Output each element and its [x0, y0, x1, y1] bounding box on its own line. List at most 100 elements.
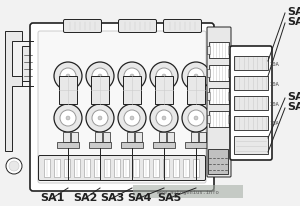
- Bar: [91, 77, 109, 104]
- Bar: [103, 159, 109, 177]
- Circle shape: [92, 110, 108, 126]
- FancyBboxPatch shape: [64, 20, 101, 33]
- Text: www.autogenius.info: www.autogenius.info: [157, 190, 219, 194]
- Text: SA5: SA5: [158, 192, 182, 202]
- Circle shape: [156, 110, 172, 126]
- FancyBboxPatch shape: [230, 47, 272, 160]
- Bar: [123, 77, 141, 104]
- Bar: [71, 132, 78, 142]
- Bar: [234, 57, 268, 71]
- Circle shape: [194, 75, 198, 79]
- Bar: [183, 159, 189, 177]
- Bar: [113, 159, 119, 177]
- Bar: [207, 47, 210, 55]
- Bar: [209, 111, 229, 127]
- Bar: [155, 77, 173, 104]
- Bar: [228, 92, 231, 101]
- Text: SA9: SA9: [287, 102, 300, 111]
- Text: SA7: SA7: [287, 17, 300, 27]
- Bar: [134, 159, 140, 177]
- Bar: [191, 132, 198, 142]
- Circle shape: [124, 69, 140, 85]
- Bar: [234, 97, 268, 110]
- Circle shape: [130, 75, 134, 79]
- Bar: [209, 66, 229, 82]
- Text: SA3: SA3: [100, 192, 124, 202]
- Text: 30A: 30A: [269, 61, 279, 66]
- Text: 20A: 20A: [269, 101, 279, 106]
- Circle shape: [162, 116, 166, 121]
- Bar: [207, 115, 210, 123]
- Text: SA6: SA6: [287, 7, 300, 17]
- Bar: [124, 159, 130, 177]
- FancyBboxPatch shape: [207, 28, 231, 177]
- Bar: [173, 159, 179, 177]
- Bar: [153, 142, 175, 148]
- Bar: [94, 159, 100, 177]
- Bar: [44, 159, 50, 177]
- Circle shape: [194, 116, 198, 121]
- Text: SA4: SA4: [127, 192, 152, 202]
- Circle shape: [150, 63, 178, 91]
- Circle shape: [156, 69, 172, 85]
- Circle shape: [124, 110, 140, 126]
- Text: SA1: SA1: [40, 192, 65, 202]
- Bar: [153, 159, 159, 177]
- Text: 30A: 30A: [269, 81, 279, 86]
- Bar: [103, 132, 110, 142]
- Bar: [207, 92, 210, 101]
- Circle shape: [92, 69, 108, 85]
- Circle shape: [60, 110, 76, 126]
- Circle shape: [86, 63, 114, 91]
- Bar: [228, 70, 231, 78]
- Text: 10A: 10A: [269, 121, 279, 126]
- Bar: [59, 77, 77, 104]
- Bar: [234, 77, 268, 91]
- Bar: [89, 142, 111, 148]
- Bar: [208, 149, 228, 174]
- Bar: [121, 142, 143, 148]
- Text: SA8: SA8: [287, 91, 300, 102]
- Circle shape: [6, 158, 22, 174]
- Circle shape: [162, 75, 166, 79]
- Text: SA2: SA2: [73, 192, 98, 202]
- Bar: [187, 77, 205, 104]
- Bar: [228, 115, 231, 123]
- Bar: [143, 159, 149, 177]
- Bar: [54, 159, 60, 177]
- Circle shape: [98, 75, 102, 79]
- Circle shape: [188, 110, 204, 126]
- Bar: [228, 47, 231, 55]
- Bar: [163, 159, 169, 177]
- Circle shape: [130, 116, 134, 121]
- FancyBboxPatch shape: [30, 24, 214, 191]
- Circle shape: [9, 161, 19, 171]
- FancyBboxPatch shape: [118, 20, 157, 33]
- Bar: [185, 142, 207, 148]
- Circle shape: [86, 104, 114, 132]
- Bar: [209, 43, 229, 59]
- Bar: [167, 132, 174, 142]
- Bar: [135, 132, 142, 142]
- Bar: [84, 159, 90, 177]
- Bar: [234, 136, 268, 154]
- Circle shape: [182, 104, 210, 132]
- Circle shape: [60, 69, 76, 85]
- Circle shape: [66, 116, 70, 121]
- Bar: [74, 159, 80, 177]
- Bar: [95, 132, 102, 142]
- FancyBboxPatch shape: [38, 32, 206, 183]
- Bar: [234, 116, 268, 130]
- Circle shape: [182, 63, 210, 91]
- Bar: [193, 159, 199, 177]
- Circle shape: [54, 63, 82, 91]
- Bar: [57, 142, 79, 148]
- Circle shape: [118, 63, 146, 91]
- Bar: [133, 185, 243, 198]
- FancyBboxPatch shape: [164, 20, 202, 33]
- Circle shape: [150, 104, 178, 132]
- Circle shape: [98, 116, 102, 121]
- Circle shape: [188, 69, 204, 85]
- Bar: [199, 132, 206, 142]
- Bar: [127, 132, 134, 142]
